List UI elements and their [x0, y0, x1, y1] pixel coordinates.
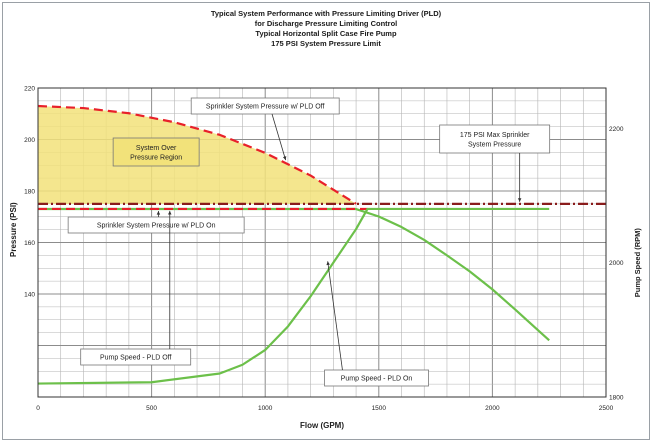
- x-tick-label: 1000: [258, 405, 273, 412]
- pld-off-pressure-arrow-head: [282, 156, 287, 161]
- speed-on-arrow-line: [327, 261, 343, 371]
- y2-tick-label: 1800: [609, 395, 624, 402]
- max-pressure-callout-text: 175 PSI Max Sprinkler: [460, 132, 530, 139]
- series-line-sprinkler-system-pressure-w-pld-on: [38, 207, 550, 342]
- pld-off-pressure-callout-text: Sprinkler System Pressure w/ PLD Off: [206, 104, 325, 111]
- y2-tick-label: 2000: [609, 260, 624, 267]
- pld-on-pressure-callout: Sprinkler System Pressure w/ PLD On: [67, 216, 245, 234]
- x-tick-label: 2000: [485, 405, 500, 412]
- x-axis-label: Flow (GPM): [300, 421, 344, 430]
- chart-title-line-1: Typical System Performance with Pressure…: [210, 9, 442, 18]
- speed-off-arrow-head: [168, 210, 172, 215]
- y-axis-label: Pressure (PSI): [9, 202, 18, 257]
- y-tick-label: 200: [24, 137, 35, 144]
- chart-title-line-4: 175 PSI System Pressure Limit: [271, 39, 381, 48]
- pld-off-pressure-callout: Sprinkler System Pressure w/ PLD Off: [190, 97, 340, 115]
- y-tick-label: 140: [24, 292, 35, 299]
- pld-on-pressure-arrow-head: [156, 211, 161, 215]
- max-pressure-callout-box: [439, 124, 551, 154]
- x-tick-label: 1500: [372, 405, 387, 412]
- max-pressure-arrow-head: [517, 198, 522, 202]
- pld-off-pressure-callout-box: [190, 97, 340, 115]
- y-tick-label: 180: [24, 189, 35, 196]
- series-line-sprinkler-system-pressure-w-pld-off: [37, 104, 357, 205]
- speed-on-callout-box: [324, 369, 429, 387]
- over-pressure-callout: System Over Pressure Region: [112, 137, 200, 167]
- y-tick-label: 160: [24, 240, 35, 247]
- pld-on-pressure-callout-box: [67, 216, 245, 234]
- speed-off-callout-text: Pump Speed - PLD Off: [100, 355, 172, 362]
- plot-border: [37, 87, 607, 398]
- y2-tick-label: 2200: [609, 126, 624, 133]
- pld-off-pressure-arrow-line: [271, 113, 287, 161]
- y-tick-label: 220: [24, 86, 35, 93]
- max-pressure-callout-text: System Pressure: [468, 141, 521, 148]
- speed-on-callout-text: Pump Speed - PLD On: [341, 376, 413, 383]
- pld-on-pressure-callout-text: Sprinkler System Pressure w/ PLD On: [97, 223, 216, 230]
- series-lines: [37, 104, 606, 385]
- tick-labels: 0 500 1000 1500 2000 2500 220 200 180 160 140 2200 2…: [24, 86, 624, 413]
- speed-off-callout-box: [80, 348, 192, 366]
- y2-axis-label: Pump Speed (RPM): [633, 228, 642, 298]
- over-pressure-callout-text: Pressure Region: [130, 154, 182, 161]
- callouts: Sprinkler System Pressure w/ PLD Off Syst…: [67, 97, 551, 387]
- chart-title-line-2: for Discharge Pressure Limiting Control: [254, 19, 398, 28]
- speed-off-callout: Pump Speed - PLD Off: [80, 348, 192, 366]
- x-tick-label: 500: [146, 405, 157, 412]
- over-pressure-callout-text: System Over: [136, 145, 177, 152]
- x-tick-label: 2500: [599, 405, 614, 412]
- speed-on-callout: Pump Speed - PLD On: [324, 369, 429, 387]
- x-tick-label: 0: [36, 405, 40, 412]
- speed-on-arrow-head: [326, 261, 330, 266]
- max-pressure-callout: 175 PSI Max Sprinkler System Pressure: [439, 124, 551, 154]
- chart-title-line-3: Typical Horizontal Split Case Fire Pump: [255, 29, 397, 38]
- over-pressure-callout-box: [112, 137, 200, 167]
- series-line-pump-speed-pld-on: [37, 207, 550, 385]
